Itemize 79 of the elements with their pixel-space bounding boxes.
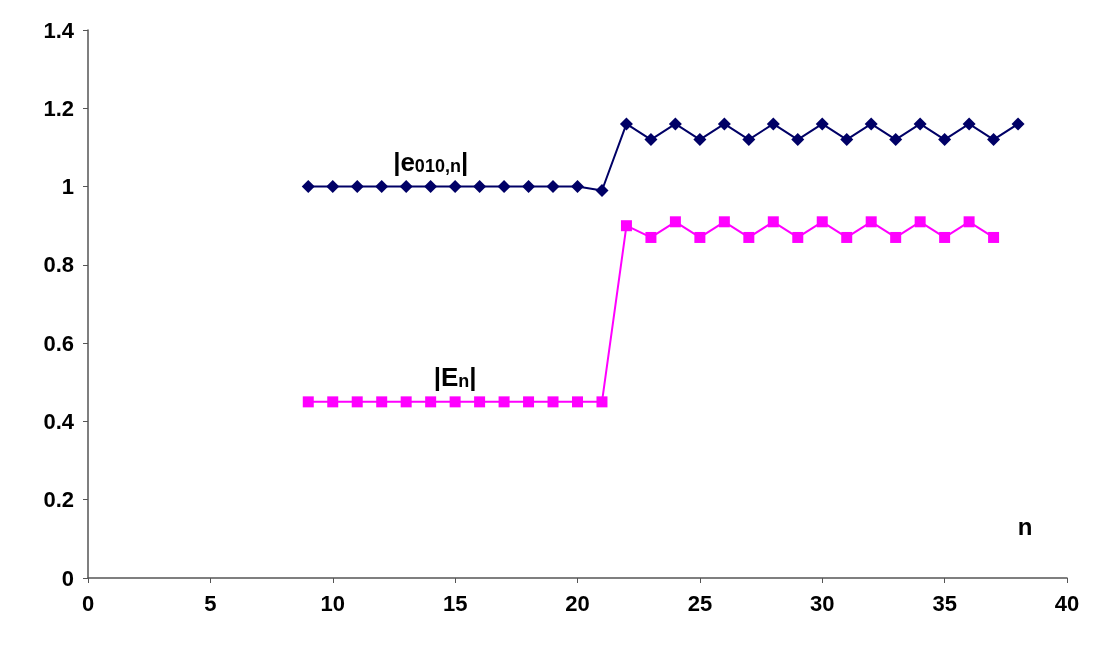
x-axis-title: n	[1017, 512, 1033, 540]
point	[913, 117, 927, 131]
point	[497, 180, 511, 194]
x-tick-label: 20	[565, 590, 590, 616]
point	[301, 180, 315, 194]
point	[424, 180, 438, 194]
series-label: |En|	[433, 361, 477, 392]
x-tick-label: 30	[810, 590, 835, 616]
point	[645, 231, 657, 243]
point	[448, 180, 462, 194]
x-tick-label: 35	[932, 590, 957, 616]
point	[547, 396, 559, 408]
point	[425, 396, 437, 408]
x-tick-label: 0	[81, 590, 95, 616]
x-tick-label: 10	[320, 590, 345, 616]
point	[523, 396, 535, 408]
point	[791, 133, 805, 147]
point	[890, 231, 902, 243]
series-label: |e010,n|	[393, 146, 469, 177]
point	[939, 231, 951, 243]
point	[498, 396, 510, 408]
point	[351, 396, 363, 408]
point	[595, 183, 609, 197]
point	[644, 133, 658, 147]
point	[327, 396, 339, 408]
point	[914, 216, 926, 228]
x-tick-label: 15	[442, 590, 468, 616]
point	[522, 180, 536, 194]
point	[742, 133, 756, 147]
x-tick-label: 25	[687, 590, 713, 616]
point	[963, 216, 975, 228]
point	[766, 117, 780, 131]
point	[473, 180, 487, 194]
y-tick-label: 1.4	[43, 17, 75, 43]
point	[620, 220, 632, 232]
point	[962, 117, 976, 131]
point	[987, 133, 1001, 147]
point	[889, 133, 903, 147]
point	[1011, 117, 1025, 131]
y-tick-label: 1.2	[43, 95, 74, 121]
y-tick-label: 0.2	[43, 487, 74, 513]
y-tick-label: 1	[61, 174, 74, 200]
y-tick-label: 0	[61, 565, 74, 591]
point	[717, 117, 731, 131]
point	[988, 231, 1000, 243]
point	[864, 117, 878, 131]
point	[792, 231, 804, 243]
point	[376, 396, 388, 408]
point	[694, 231, 706, 243]
point	[840, 133, 854, 147]
point	[546, 180, 560, 194]
point	[816, 216, 828, 228]
y-tick-label: 0.8	[43, 252, 74, 278]
point	[865, 216, 877, 228]
point	[841, 231, 853, 243]
point	[571, 180, 584, 194]
point	[572, 396, 583, 408]
point	[375, 180, 389, 194]
point	[596, 396, 608, 408]
point	[815, 117, 829, 131]
point	[350, 180, 364, 194]
point	[718, 216, 730, 228]
point	[474, 396, 486, 408]
point	[767, 216, 779, 228]
point	[938, 133, 952, 147]
point	[399, 180, 413, 194]
x-tick-label: 5	[204, 590, 217, 616]
point	[669, 216, 681, 228]
point	[693, 133, 707, 147]
x-tick-label: 40	[1054, 590, 1080, 616]
y-tick-label: 0.6	[43, 330, 74, 356]
point	[302, 396, 314, 408]
point	[668, 117, 682, 131]
point	[449, 396, 461, 408]
y-tick-label: 0.4	[43, 408, 75, 434]
point	[400, 396, 412, 408]
point	[619, 117, 633, 131]
point	[743, 231, 755, 243]
point	[326, 180, 340, 194]
